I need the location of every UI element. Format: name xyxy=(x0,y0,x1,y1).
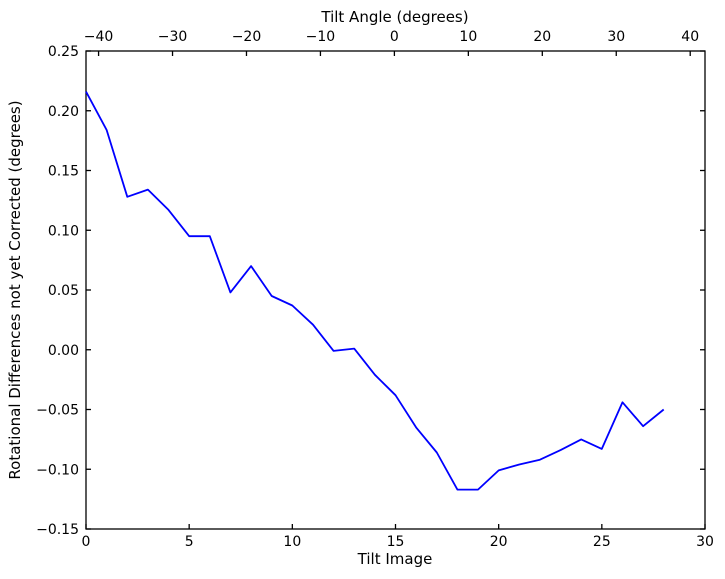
axis-tick-labels: 0 5 10 15 20 25 30 −40 −30 −20 −10 0 10 20 30 40 0.25 0.2… xyxy=(36,29,714,550)
tick-label: 10 xyxy=(283,534,301,550)
tick-label: 0.20 xyxy=(48,104,79,120)
tick-label: −20 xyxy=(232,29,262,45)
tick-label: 0.10 xyxy=(48,223,79,239)
tick-label: 0.00 xyxy=(48,343,79,359)
data-line xyxy=(85,91,665,491)
tick-label: 30 xyxy=(696,534,714,550)
tick-label: 40 xyxy=(681,29,699,45)
tick-label: 10 xyxy=(459,29,477,45)
tick-label: 0.05 xyxy=(48,283,79,299)
tick-label: 0 xyxy=(390,29,399,45)
tick-label: −0.10 xyxy=(36,462,79,478)
plot-area-border xyxy=(85,50,706,530)
top-axis-title: Tilt Angle (degrees) xyxy=(320,8,468,26)
tick-label: 0.25 xyxy=(48,44,79,60)
tick-label: 20 xyxy=(533,29,551,45)
axis-ticks xyxy=(85,50,706,530)
tick-label: 15 xyxy=(387,534,405,550)
tick-label: 20 xyxy=(490,534,508,550)
tick-label: −0.15 xyxy=(36,522,79,538)
tick-label: 25 xyxy=(593,534,611,550)
tick-label: 0.15 xyxy=(48,164,79,180)
tick-label: −0.05 xyxy=(36,403,79,419)
tick-label: −10 xyxy=(306,29,336,45)
tick-label: 0 xyxy=(82,534,91,550)
data-series xyxy=(85,91,665,491)
tick-label: 5 xyxy=(185,534,194,550)
y-axis-label: Rotational Differences not yet Corrected… xyxy=(6,100,24,479)
tick-label: −40 xyxy=(84,29,114,45)
x-axis-label: Tilt Image xyxy=(357,550,433,568)
tick-label: −30 xyxy=(158,29,188,45)
tick-label: 30 xyxy=(607,29,625,45)
